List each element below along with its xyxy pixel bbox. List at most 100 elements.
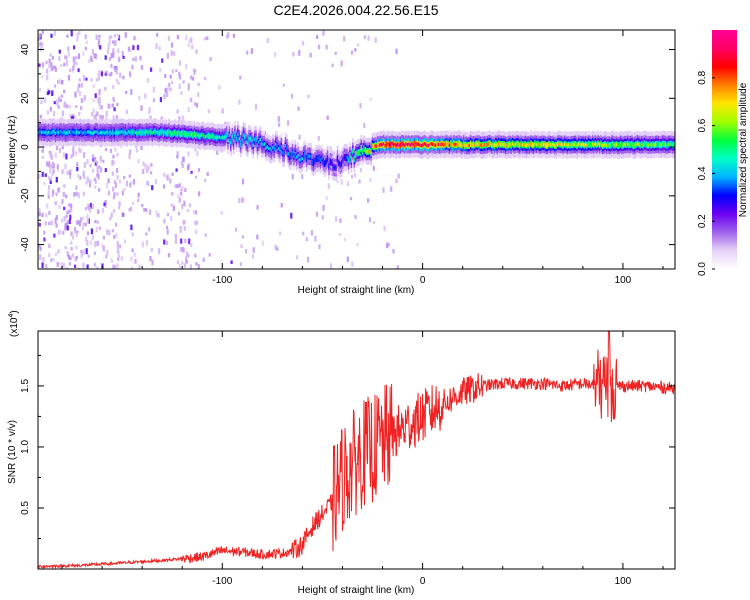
spectrogram-noise-cell xyxy=(110,71,113,77)
spectrogram-cell xyxy=(371,144,374,148)
spectrogram-noise-cell xyxy=(161,58,164,63)
spectrogram-noise-cell xyxy=(110,258,113,263)
spectrogram-noise-cell xyxy=(112,195,115,200)
spectrogram-cell xyxy=(131,130,134,134)
spectrogram-noise-cell xyxy=(142,161,145,166)
spectrogram-noise-cell xyxy=(58,204,61,210)
spectrogram-cell xyxy=(476,142,479,146)
spectrogram-noise-cell xyxy=(325,195,328,201)
spectrogram-noise-cell xyxy=(274,245,277,250)
spectrogram-cell xyxy=(171,132,173,136)
spectrogram-noise-cell xyxy=(190,170,193,174)
spectrogram-noise-cell xyxy=(68,262,71,266)
spectrogram-noise-cell xyxy=(40,45,43,49)
spectrogram-noise-cell xyxy=(221,108,224,114)
spectrogram-noise-cell xyxy=(45,60,48,65)
spectrogram-cell xyxy=(430,142,433,146)
spectrogram-cell xyxy=(621,143,623,147)
snr-x-tick-label: 100 xyxy=(615,576,632,587)
spectrogram-noise-cell xyxy=(63,206,66,211)
spectrogram-cell xyxy=(143,131,145,135)
spectrogram-noise-cell xyxy=(97,209,100,214)
spectrogram-noise-cell xyxy=(68,209,71,214)
spectrogram-cell xyxy=(218,135,221,139)
spectrogram-noise-cell xyxy=(111,103,114,108)
spectrogram-cell xyxy=(220,136,222,140)
spectrogram-noise-cell xyxy=(51,193,54,197)
spectrogram-noise-cell xyxy=(48,161,51,168)
spectrogram-noise-cell xyxy=(187,165,190,171)
spectrogram-noise-cell xyxy=(46,161,49,167)
spectrogram-cell xyxy=(77,130,79,135)
spectrogram-noise-cell xyxy=(96,266,99,269)
spectrogram-noise-cell xyxy=(84,222,87,227)
spectrogram-noise-cell xyxy=(85,40,88,44)
spectrogram-noise-cell xyxy=(88,183,92,188)
spectrogram-cell xyxy=(283,151,285,156)
spectrogram-cell xyxy=(237,132,239,136)
spectrogram-cell xyxy=(611,142,614,146)
spectrogram-cell xyxy=(629,143,632,147)
spectrogram-noise-cell xyxy=(52,189,55,194)
spectrogram-noise-cell xyxy=(181,185,184,191)
spectrogram-noise-cell xyxy=(56,145,59,151)
spectrogram-noise-cell xyxy=(83,162,86,169)
spectrogram-cell xyxy=(615,142,618,147)
spectrogram-cell xyxy=(635,142,637,147)
spectrogram-cell xyxy=(429,142,431,146)
spectrogram-cell xyxy=(282,151,284,155)
spectrogram-noise-cell xyxy=(104,148,108,152)
spectrogram-cell xyxy=(279,148,281,152)
spectrogram-cell xyxy=(562,143,564,148)
spectrogram-noise-cell xyxy=(204,178,207,183)
spectrogram-noise-cell xyxy=(73,45,76,50)
spectrogram-noise-cell xyxy=(69,214,72,220)
spectrogram-cell xyxy=(105,130,107,135)
spectrogram-noise-cell xyxy=(62,230,65,235)
spectrogram-cell xyxy=(626,142,629,146)
spectrogram-noise-cell xyxy=(67,46,70,51)
spectrogram-noise-cell xyxy=(49,106,52,112)
spectrogram-cell xyxy=(78,131,81,135)
spectrogram-noise-cell xyxy=(175,69,178,73)
spectrogram-noise-cell xyxy=(72,145,75,151)
spectrogram-noise-cell xyxy=(112,48,115,53)
spectrogram-cell xyxy=(160,130,162,134)
spectrogram-cell xyxy=(566,143,569,148)
spectrogram-noise-cell xyxy=(305,237,308,242)
spectrogram-cell xyxy=(622,143,625,147)
spectrogram-cell xyxy=(534,142,536,146)
spectrogram-cell xyxy=(291,151,294,155)
spectrogram-cell xyxy=(642,143,644,147)
spectrogram-cell xyxy=(614,143,616,147)
spectrogram-cell xyxy=(520,142,522,146)
spectrogram-noise-cell xyxy=(94,179,97,184)
spectrogram-noise-cell xyxy=(131,248,134,253)
spectrogram-noise-cell xyxy=(344,237,347,242)
spectrogram-noise-cell xyxy=(314,235,317,242)
spectrogram-cell xyxy=(322,160,325,164)
spectrogram-noise-cell xyxy=(110,35,113,39)
spectrogram-noise-cell xyxy=(113,66,116,70)
spectrogram-cell xyxy=(116,131,119,135)
spectrogram-cell xyxy=(382,142,385,146)
spectrogram-noise-cell xyxy=(108,73,111,77)
spectrogram-panel: -100 0 100 40 20 0 -20 -40 Height of straight … xyxy=(7,29,749,296)
spectrogram-noise-cell xyxy=(80,252,83,259)
spectrogram-cell xyxy=(643,142,646,146)
spectrogram-noise-cell xyxy=(331,63,334,67)
spectrogram-cell xyxy=(416,142,419,146)
spectrogram-cell xyxy=(186,133,189,137)
spectrogram-cell xyxy=(115,130,117,134)
spectrogram-cell xyxy=(596,143,598,147)
spectrogram-cell xyxy=(548,142,550,146)
spectrogram-noise-cell xyxy=(382,187,385,193)
spectrogram-cell xyxy=(423,142,426,146)
spectrogram-cell xyxy=(650,143,653,147)
spectrogram-cell xyxy=(122,130,124,134)
spectrogram-cell xyxy=(500,142,503,147)
spectrogram-noise-cell xyxy=(66,251,69,257)
spectrogram-cell xyxy=(368,149,371,153)
spectrogram-noise-cell xyxy=(178,183,181,188)
spectrogram-noise-cell xyxy=(55,192,58,197)
